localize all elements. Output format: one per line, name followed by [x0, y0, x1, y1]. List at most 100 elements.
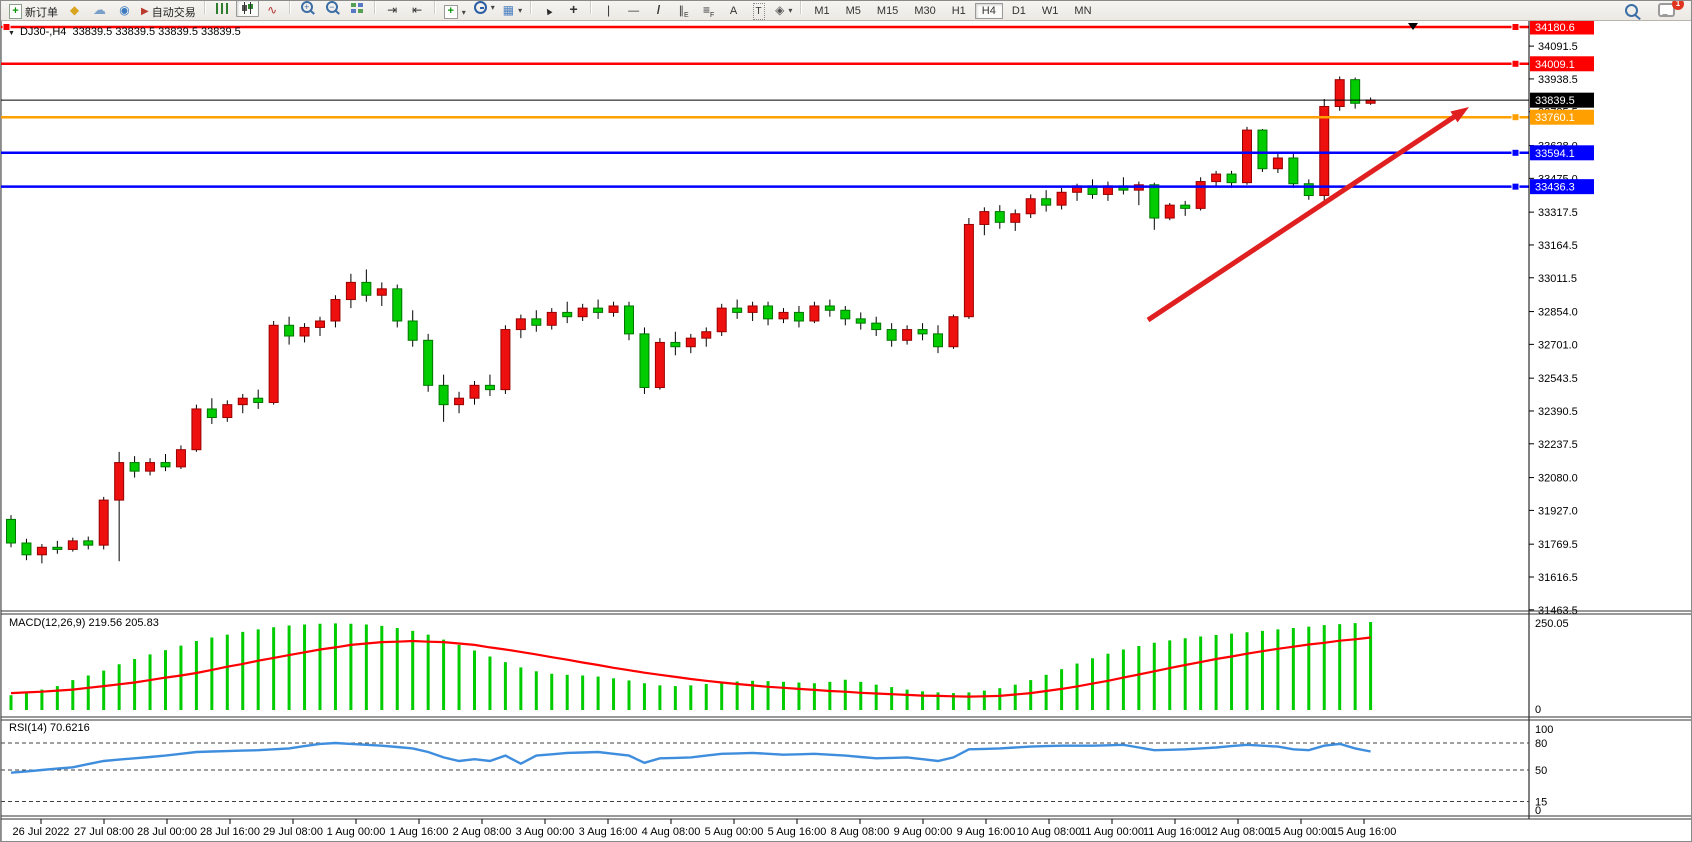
candlestick-button[interactable] — [235, 1, 259, 18]
crosshair-icon — [570, 2, 578, 18]
candle-body — [129, 462, 140, 472]
time-axis-label: 15 Aug 00:00 — [1269, 826, 1334, 838]
text-button[interactable] — [722, 2, 745, 20]
signal-button[interactable] — [113, 2, 136, 20]
zoom-out-button[interactable] — [321, 1, 344, 16]
time-axis-label: 28 Jul 16:00 — [200, 826, 260, 838]
candle-body — [407, 320, 418, 341]
price-axis-tick-label: 33317.5 — [1538, 207, 1578, 219]
horizontal-line-button[interactable] — [622, 2, 645, 20]
candle-body — [515, 318, 526, 331]
bar-chart-button[interactable] — [211, 1, 234, 18]
chat-button[interactable]: 1 — [1655, 1, 1684, 20]
rsi-scale-label: 50 — [1535, 765, 1547, 777]
time-axis-label: 27 Jul 08:00 — [74, 826, 134, 838]
chart-menu-caret-icon[interactable] — [8, 26, 20, 38]
candle-body — [531, 318, 542, 326]
cursor-button[interactable] — [537, 3, 560, 21]
cloud-button[interactable] — [88, 2, 111, 20]
toolbar-separator — [590, 1, 593, 15]
candle-body — [423, 339, 434, 386]
label-button[interactable] — [747, 3, 770, 21]
timeframe-button-m30[interactable]: M30 — [914, 4, 936, 17]
zoom-in-button[interactable] — [296, 1, 319, 16]
time-axis-label: 29 Jul 08:00 — [263, 826, 323, 838]
price-line-badge-text: 33436.3 — [1535, 182, 1575, 194]
text-icon — [730, 4, 737, 18]
dropdown-caret-icon: ▾ — [518, 6, 523, 16]
channel-button[interactable] — [672, 5, 695, 23]
candle-body — [299, 326, 310, 337]
time-axis-label: 1 Aug 00:00 — [327, 826, 386, 838]
candle-body — [284, 324, 295, 337]
chart-shift-icon — [412, 3, 422, 18]
auto-scroll-button[interactable] — [381, 2, 404, 20]
candle-body — [1226, 173, 1237, 184]
timeframe-button-m1[interactable]: M1 — [814, 4, 830, 17]
toolbar-separator — [800, 1, 803, 15]
candle-body — [979, 211, 990, 225]
candle-body — [871, 322, 882, 331]
fibonacci-button[interactable] — [697, 4, 720, 22]
template-icon — [503, 3, 514, 18]
eraser-icon — [70, 3, 79, 18]
candle-body — [500, 329, 511, 391]
price-line-badge — [1530, 56, 1594, 72]
candle-body — [840, 309, 851, 320]
price-axis-tick-label: 32543.5 — [1538, 373, 1578, 385]
candle-body — [809, 305, 820, 322]
eraser-button[interactable] — [63, 2, 86, 20]
auto-trading-button[interactable]: 自动交易 — [138, 3, 199, 21]
new-chart-button[interactable]: ▾ — [441, 3, 469, 21]
dropdown-caret-icon: ▾ — [461, 7, 466, 17]
candle-body — [83, 540, 94, 546]
search-icon — [1625, 4, 1638, 17]
current-price-badge-text: 33839.5 — [1535, 95, 1575, 107]
time-axis-label: 11 Aug 00:00 — [1080, 826, 1144, 838]
timeframe-button-m15[interactable]: M15 — [876, 4, 899, 17]
price-axis-tick-label: 33938.5 — [1538, 74, 1578, 86]
text-label-icon — [752, 3, 765, 21]
search-button[interactable] — [1620, 2, 1643, 20]
candle-body — [670, 341, 681, 348]
time-axis-label: 28 Jul 00:00 — [137, 826, 197, 838]
shapes-button[interactable]: ▾ — [772, 2, 795, 20]
candle-body — [1319, 105, 1330, 197]
timeframe-button-w1[interactable]: W1 — [1041, 4, 1059, 17]
time-axis-label: 15 Aug 16:00 — [1332, 826, 1397, 838]
timeframe-button-h1[interactable]: H1 — [951, 4, 966, 17]
price-line-badge — [1530, 179, 1594, 195]
timeframe-button-h4[interactable]: H4 — [974, 2, 1003, 19]
candle-body — [315, 320, 325, 328]
vertical-line-button[interactable] — [597, 2, 620, 20]
time-axis-label: 2 Aug 08:00 — [453, 826, 512, 838]
timeframe-toolbar: M1 M5 M15 M30 H1 H4 D1 W1 MN — [806, 2, 1099, 19]
timeframe-button-m5[interactable]: M5 — [845, 4, 861, 17]
chat-icon — [1658, 2, 1675, 17]
timeframe-button-d1[interactable]: D1 — [1011, 4, 1026, 17]
candle-body — [98, 499, 109, 546]
trendline-button[interactable] — [647, 2, 670, 20]
candle-body — [268, 324, 279, 404]
toolbar: 新订单 自动交易 ▾ ▾ ▾ ▾ M1 M5 M15 M30 H1 H4 D1 W1 MN 1 — [1, 1, 1691, 21]
period-button[interactable]: ▾ — [471, 1, 498, 17]
chart-shift-button[interactable] — [406, 2, 429, 20]
candle-body — [1257, 129, 1268, 170]
new-order-button[interactable]: 新订单 — [6, 3, 61, 21]
candle-body — [253, 397, 264, 404]
line-chart-button[interactable] — [261, 2, 284, 20]
template-button[interactable]: ▾ — [500, 2, 525, 20]
time-axis-label: 8 Aug 08:00 — [831, 826, 890, 838]
crosshair-button[interactable] — [562, 1, 585, 19]
auto-scroll-icon — [387, 3, 397, 18]
tile-windows-button[interactable] — [346, 1, 369, 18]
chart-ohlc-readout: 33839.5 33839.5 33839.5 33839.5 — [72, 26, 241, 38]
price-line-handle — [1511, 148, 1520, 157]
candle-body — [484, 384, 495, 391]
clock-icon — [473, 1, 487, 15]
timeframe-button-mn[interactable]: MN — [1074, 4, 1092, 17]
candle-body — [438, 384, 449, 406]
dropdown-caret-icon: ▾ — [490, 3, 495, 13]
channel-icon — [679, 4, 689, 23]
